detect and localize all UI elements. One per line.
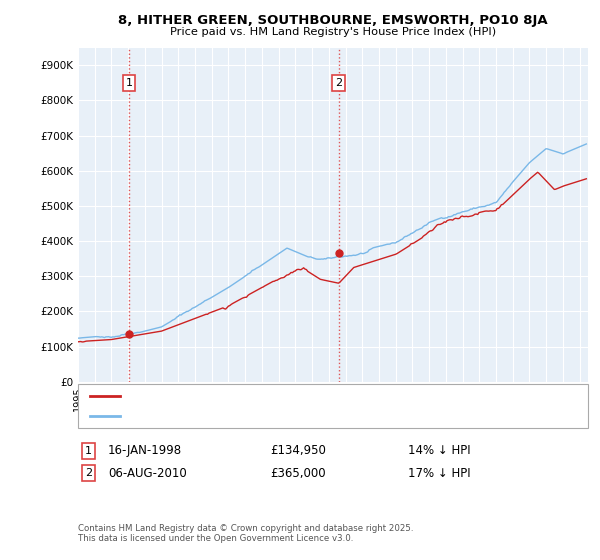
Text: 14% ↓ HPI: 14% ↓ HPI <box>408 444 470 458</box>
Text: 8, HITHER GREEN, SOUTHBOURNE, EMSWORTH, PO10 8JA: 8, HITHER GREEN, SOUTHBOURNE, EMSWORTH, … <box>118 14 548 27</box>
Text: 2: 2 <box>85 468 92 478</box>
Text: 2: 2 <box>335 78 342 88</box>
Text: Price paid vs. HM Land Registry's House Price Index (HPI): Price paid vs. HM Land Registry's House … <box>170 27 496 37</box>
Text: 16-JAN-1998: 16-JAN-1998 <box>108 444 182 458</box>
Text: 1: 1 <box>85 446 92 456</box>
Point <box>334 249 343 258</box>
Text: Contains HM Land Registry data © Crown copyright and database right 2025.
This d: Contains HM Land Registry data © Crown c… <box>78 524 413 543</box>
Text: HPI: Average price, detached house, Chichester: HPI: Average price, detached house, Chic… <box>126 411 375 421</box>
Text: 06-AUG-2010: 06-AUG-2010 <box>108 466 187 480</box>
Text: 17% ↓ HPI: 17% ↓ HPI <box>408 466 470 480</box>
Text: £134,950: £134,950 <box>270 444 326 458</box>
Text: £365,000: £365,000 <box>270 466 326 480</box>
Text: 8, HITHER GREEN, SOUTHBOURNE, EMSWORTH, PO10 8JA (detached house): 8, HITHER GREEN, SOUTHBOURNE, EMSWORTH, … <box>126 391 521 401</box>
Point <box>124 330 134 339</box>
Text: 1: 1 <box>125 78 133 88</box>
